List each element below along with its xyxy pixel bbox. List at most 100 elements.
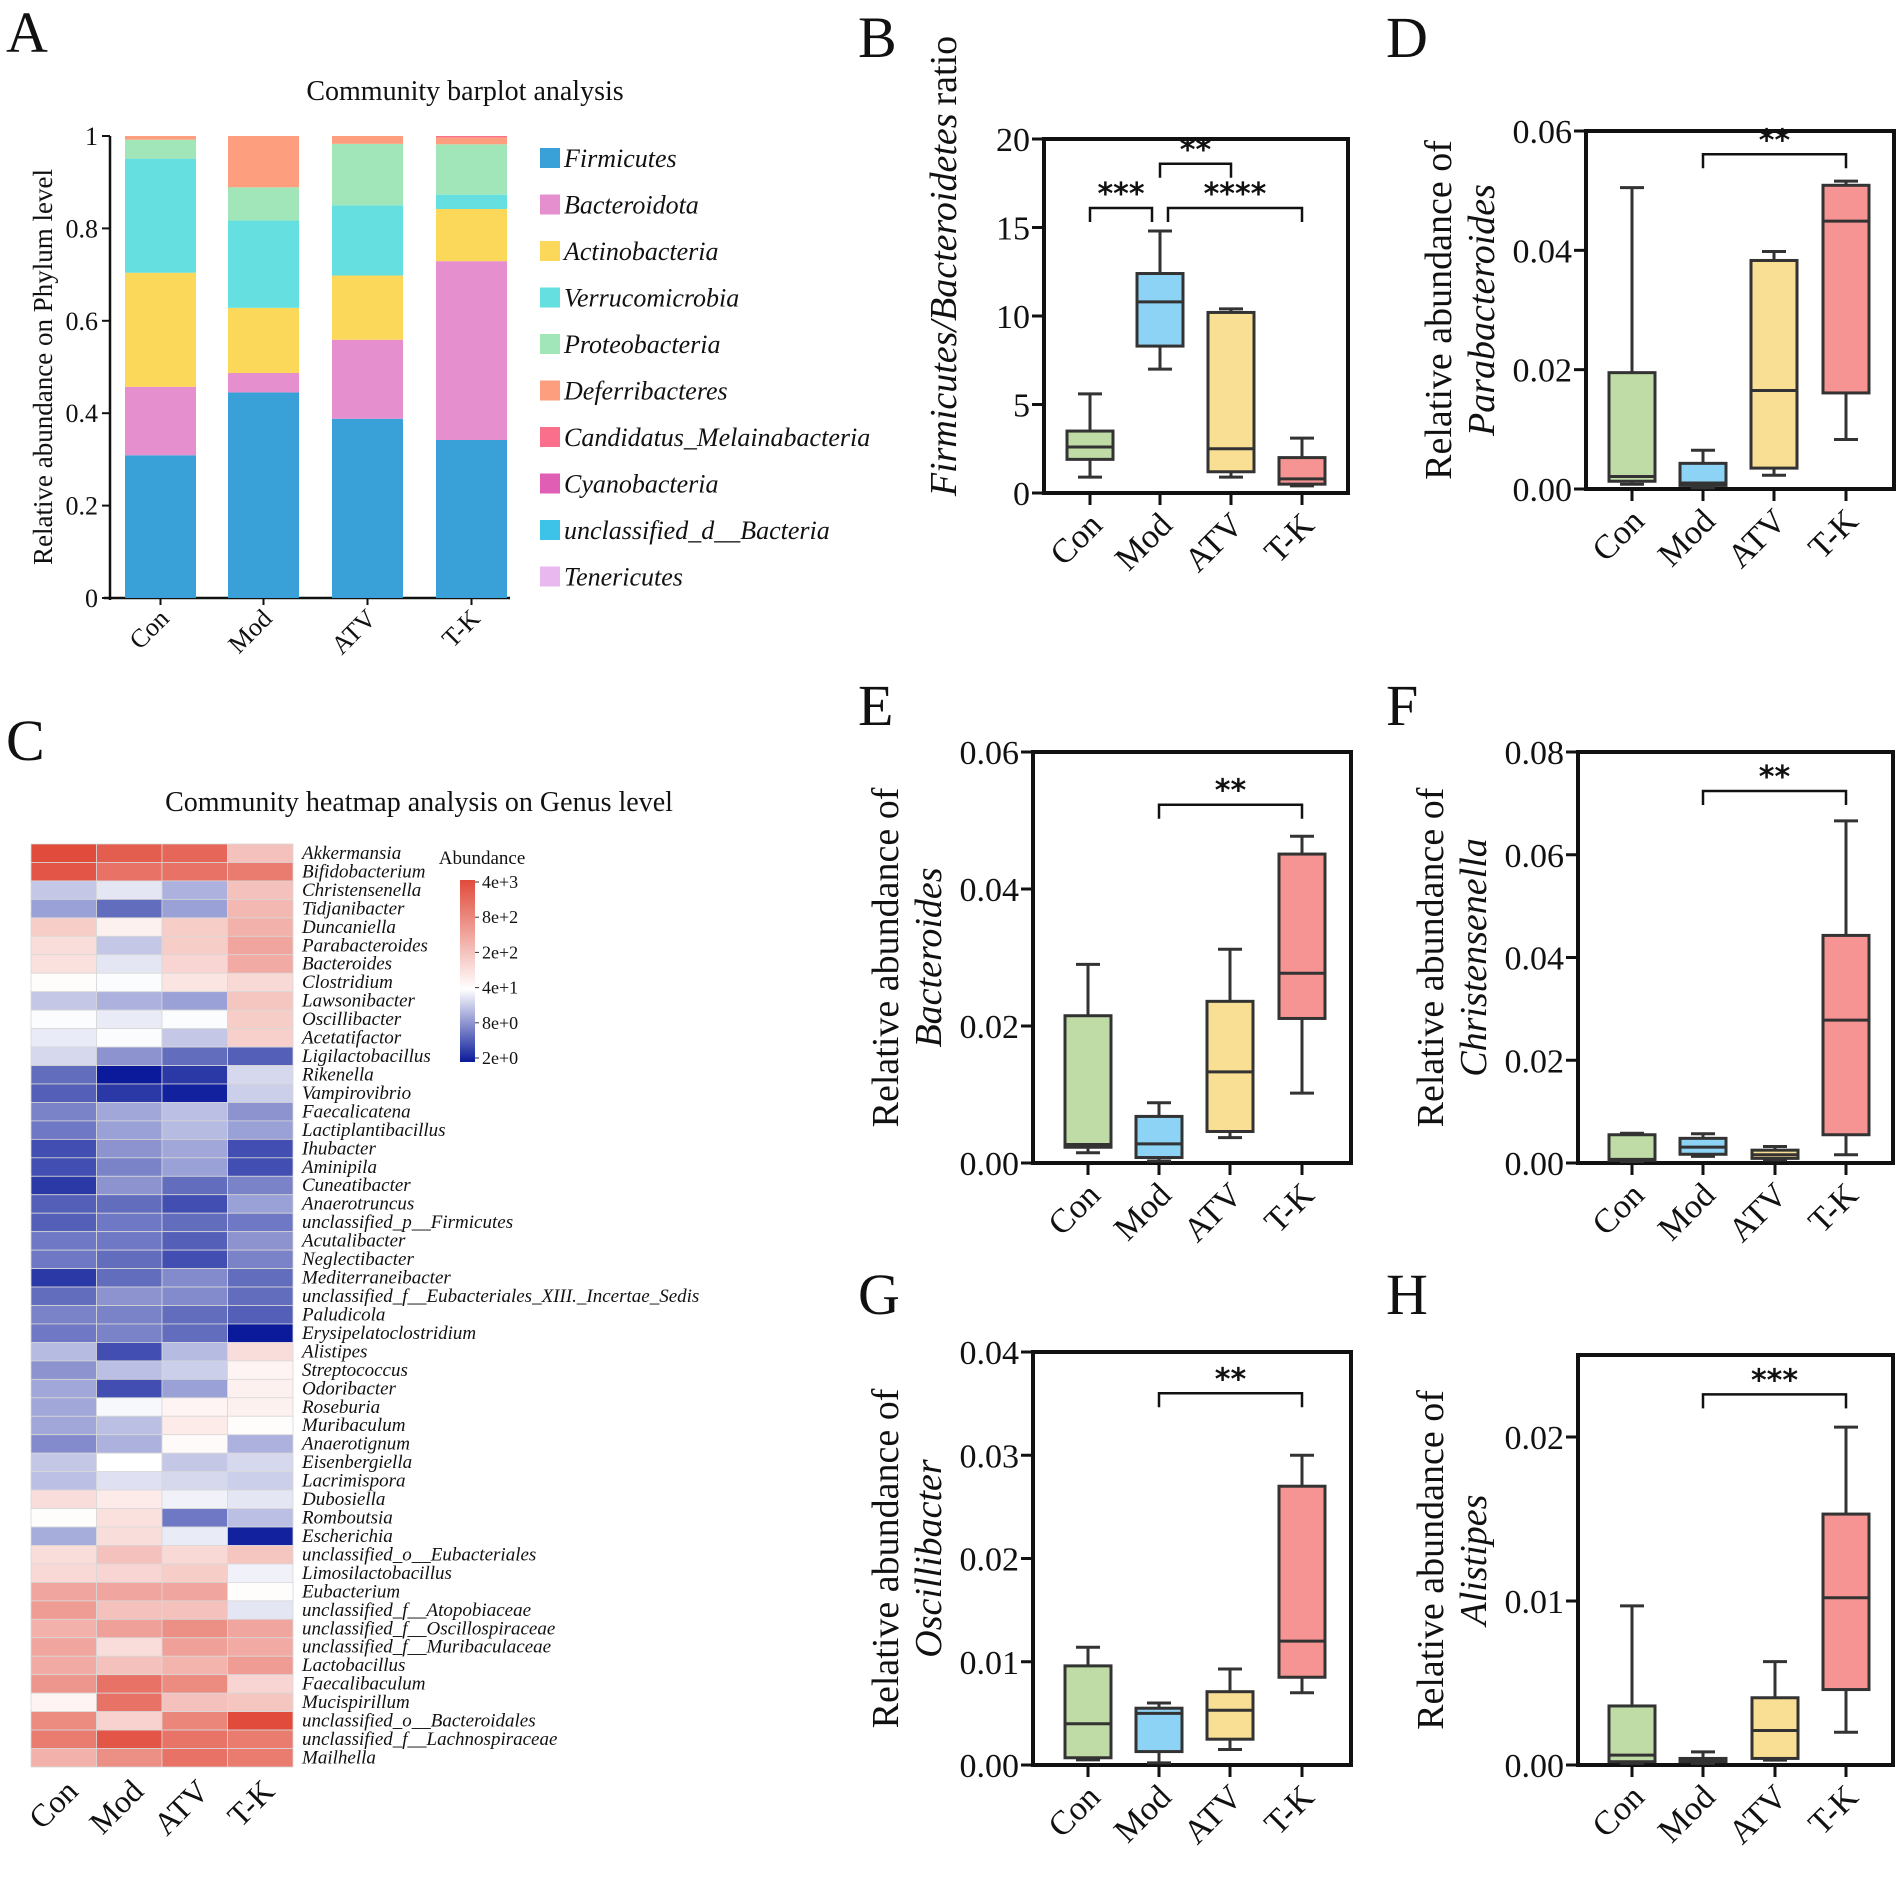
heatmap-cell [227, 954, 294, 974]
heatmap-cell [227, 1711, 294, 1731]
legend-label: Verrucomicrobia [564, 284, 739, 313]
heatmap-cell [96, 954, 163, 974]
legend-swatch [540, 287, 560, 308]
colorbar-tick-label: 8e+2 [482, 907, 518, 927]
y-axis-title-line-1: Relative abundance of [1410, 787, 1452, 1127]
y-tick-label: 0.00 [960, 1146, 1020, 1183]
y-tick-label: 0 [85, 584, 98, 613]
heatmap-cell [227, 1434, 294, 1454]
x-tick-label: T-K [1258, 1176, 1322, 1240]
heatmap-cell [30, 954, 97, 974]
heatmap-cell [227, 1323, 294, 1343]
y-tick-label: 0.8 [66, 214, 99, 243]
heatmap-cell [161, 1323, 228, 1343]
panel-letter-g: G [858, 1262, 900, 1327]
legend-label: Cyanobacteria [564, 470, 719, 499]
heatmap-cell [96, 1175, 163, 1196]
row-label: Clostridium [302, 972, 393, 993]
y-tick-label: 0.06 [1513, 114, 1573, 151]
heatmap-cell [30, 1378, 97, 1399]
heatmap-cell [96, 1637, 163, 1657]
row-label: Romboutsia [301, 1508, 393, 1529]
y-tick-label: 0.2 [66, 492, 99, 521]
bar-segment-verrucomicrobia [436, 194, 507, 209]
column-label: Con [22, 1772, 85, 1835]
heatmap-cell [227, 1212, 294, 1233]
y-tick-label: 0.02 [1505, 1420, 1565, 1457]
heatmap-cell [30, 917, 97, 937]
y-tick-label: 0.02 [960, 1009, 1020, 1046]
bar-segment-bacteroidota [436, 261, 507, 440]
heatmap-cell [161, 1637, 228, 1657]
y-tick-label: 15 [996, 211, 1030, 248]
heatmap-cell [227, 1286, 294, 1306]
heatmap-cell [227, 1378, 294, 1399]
heatmap-cell [227, 1175, 294, 1196]
colorbar-tick-label: 2e+0 [482, 1048, 518, 1068]
legend-swatch [540, 473, 560, 494]
y-axis-title-line-1: Relative abundance of [1410, 1390, 1452, 1730]
heatmap-cell [96, 1526, 163, 1546]
y-tick-label: 0 [1013, 476, 1030, 513]
heatmap-cell [30, 935, 97, 956]
x-tick-label: ATV [1178, 506, 1251, 579]
heatmap-cell [30, 1194, 97, 1214]
y-tick-label: 20 [996, 122, 1030, 159]
significance-label: *** [1097, 177, 1144, 212]
heatmap-cell [227, 1526, 294, 1546]
heatmap-cell [96, 1286, 163, 1306]
row-label: Tidjanibacter [302, 898, 405, 919]
heatmap-cell [161, 1563, 228, 1583]
row-label: Limosilactobacillus [301, 1563, 452, 1584]
row-label: Lactobacillus [301, 1655, 405, 1676]
row-label: Christensenella [302, 880, 421, 901]
y-tick-label: 0.00 [1513, 472, 1573, 509]
heatmap-cell [96, 1249, 163, 1269]
heatmap-cell [227, 843, 294, 863]
row-label: Lawsonibacter [301, 991, 416, 1012]
legend-swatch [540, 148, 560, 168]
bar-segment-proteobacteria [436, 144, 507, 195]
y-tick-label: 5 [1013, 388, 1030, 425]
heatmap-cell [161, 1120, 228, 1140]
y-axis-title-line-1: Relative abundance of [1418, 140, 1460, 480]
panel-letter-d: D [1386, 5, 1428, 70]
plot-frame [1584, 129, 1896, 491]
legend-swatch [540, 380, 560, 401]
x-tick-label: T-K [1802, 1778, 1866, 1842]
heatmap-cell [96, 1268, 163, 1288]
heatmap-cell [161, 1138, 228, 1159]
heatmap-cell [30, 1009, 97, 1030]
y-tick-label: 0.04 [960, 1335, 1020, 1372]
row-label: Cuneatibacter [302, 1175, 411, 1196]
heatmap-cell [96, 1397, 163, 1417]
significance-bracket [1157, 1392, 1304, 1408]
heatmap-cell [30, 1175, 97, 1196]
row-label: Anaerotignum [300, 1434, 410, 1455]
heatmap-cell [161, 1674, 228, 1694]
heatmap-cell [96, 972, 163, 993]
box-t-k [1821, 933, 1871, 1137]
row-label: Duncaniella [301, 917, 396, 938]
legend-label: Bacteroidota [564, 191, 699, 220]
y-tick-label: 0.4 [66, 399, 99, 428]
heatmap-cell [30, 1323, 97, 1343]
x-tick-label: Con [1585, 502, 1651, 568]
significance-label: *** [1751, 1363, 1798, 1398]
heatmap-cell [96, 1009, 163, 1030]
heatmap-cell [30, 1157, 97, 1177]
x-tick-label: Mod [222, 604, 277, 659]
x-tick-label: Con [124, 604, 175, 655]
row-label: unclassified_o__Eubacteriales [302, 1544, 536, 1565]
row-label: Roseburia [301, 1397, 380, 1418]
heatmap-cell [96, 1212, 163, 1233]
box-mod [1135, 272, 1185, 348]
bar-segment-actinobacteria [332, 275, 403, 340]
x-tick-label: ATV [1177, 1778, 1250, 1851]
row-label: Eubacterium [301, 1581, 400, 1602]
significance-bracket [1158, 162, 1233, 178]
heatmap-cell [30, 1489, 97, 1509]
significance-label: ** [1180, 133, 1212, 168]
heatmap-cell [30, 1120, 97, 1140]
